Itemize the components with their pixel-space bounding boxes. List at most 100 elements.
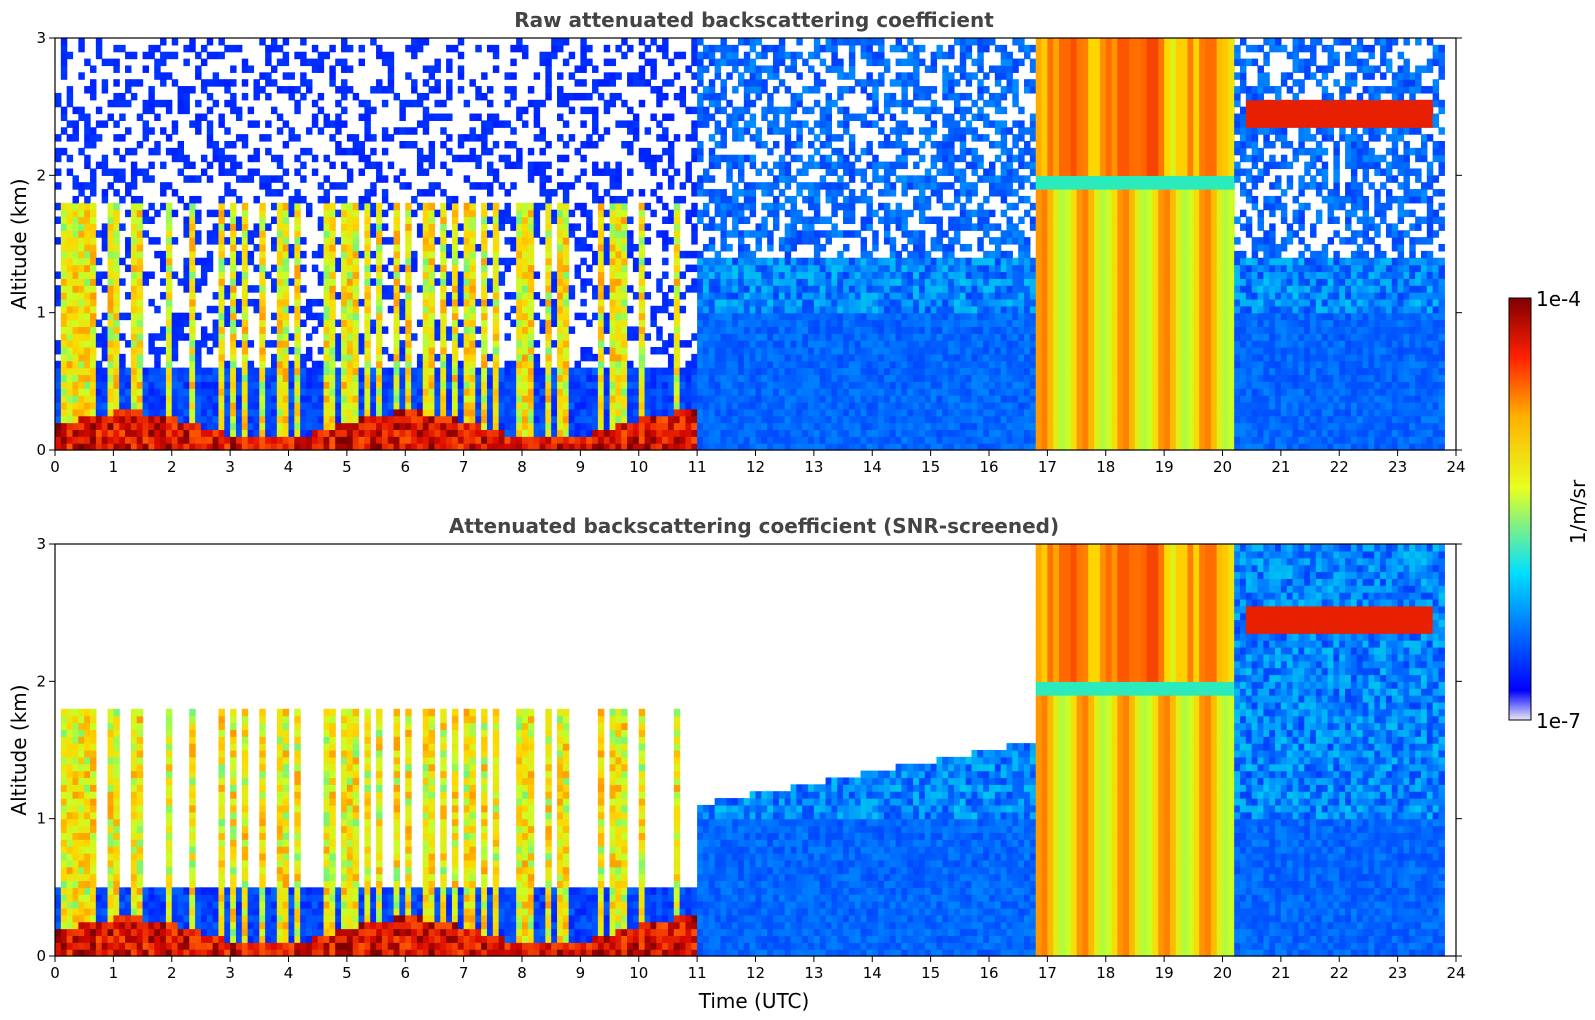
- heatmap-cell: [113, 79, 119, 86]
- heatmap-cell: [289, 196, 295, 203]
- heatmap-cell: [306, 79, 312, 86]
- heatmap-cell: [195, 347, 201, 354]
- heatmap-cell: [423, 402, 429, 409]
- heatmap-cell: [137, 409, 143, 416]
- heatmap-cell: [259, 223, 265, 230]
- heatmap-cell: [300, 72, 306, 79]
- heatmap-cell: [469, 292, 475, 299]
- heatmap-cell: [329, 72, 335, 79]
- heatmap-cell: [137, 423, 143, 430]
- heatmap-cell: [271, 381, 277, 388]
- heatmap-cell: [493, 175, 499, 182]
- heatmap-cell: [154, 210, 160, 217]
- heatmap-cell: [84, 285, 90, 292]
- heatmap-cell: [102, 388, 108, 395]
- heatmap-cell: [224, 45, 230, 52]
- heatmap-cell: [516, 409, 522, 416]
- heatmap-cell: [359, 429, 365, 436]
- heatmap-cell: [253, 409, 259, 416]
- heatmap-cell: [55, 203, 61, 210]
- heatmap-cell: [277, 429, 283, 436]
- heatmap-cell: [405, 210, 411, 217]
- heatmap-cell: [516, 244, 522, 251]
- heatmap-cell: [347, 292, 353, 299]
- heatmap-cell: [388, 72, 394, 79]
- heatmap-cell: [487, 402, 493, 409]
- heatmap-cell: [224, 155, 230, 162]
- heatmap-cell: [481, 134, 487, 141]
- heatmap-cell: [516, 223, 522, 230]
- heatmap-cell: [236, 299, 242, 306]
- heatmap-cell: [61, 271, 67, 278]
- heatmap-cell: [230, 429, 236, 436]
- heatmap-cell: [312, 388, 318, 395]
- heatmap-cell: [446, 436, 452, 443]
- heatmap-cell: [440, 354, 446, 361]
- heatmap-cell: [394, 258, 400, 265]
- heatmap-cell: [499, 416, 505, 423]
- heatmap-cell: [143, 127, 149, 134]
- heatmap-cell: [259, 436, 265, 443]
- heatmap-cell: [230, 306, 236, 313]
- heatmap-cell: [61, 114, 67, 121]
- heatmap-cell: [242, 402, 248, 409]
- heatmap-cell: [510, 141, 516, 148]
- heatmap-cell: [481, 429, 487, 436]
- heatmap-cell: [475, 155, 481, 162]
- heatmap-cell: [230, 258, 236, 265]
- heatmap-cell: [61, 354, 67, 361]
- heatmap-cell: [271, 265, 277, 272]
- heatmap-cell: [510, 409, 516, 416]
- heatmap-cell: [405, 388, 411, 395]
- heatmap-cell: [218, 409, 224, 416]
- heatmap-cell: [493, 223, 499, 230]
- heatmap-cell: [429, 361, 435, 368]
- heatmap-cell: [329, 278, 335, 285]
- heatmap-cell: [347, 265, 353, 272]
- heatmap-cell: [73, 258, 79, 265]
- heatmap-cell: [172, 436, 178, 443]
- heatmap-cell: [434, 79, 440, 86]
- heatmap-cell: [335, 333, 341, 340]
- heatmap-cell: [102, 162, 108, 169]
- heatmap-cell: [73, 217, 79, 224]
- heatmap-cell: [382, 368, 388, 375]
- heatmap-cell: [429, 416, 435, 423]
- heatmap-cell: [242, 409, 248, 416]
- heatmap-cell: [294, 409, 300, 416]
- heatmap-cell: [394, 306, 400, 313]
- heatmap-cell: [353, 326, 359, 333]
- heatmap-cell: [248, 395, 254, 402]
- heatmap-cell: [90, 313, 96, 320]
- heatmap-cell: [493, 381, 499, 388]
- heatmap-cell: [458, 388, 464, 395]
- heatmap-cell: [253, 368, 259, 375]
- heatmap-cell: [481, 333, 487, 340]
- heatmap-cell: [388, 203, 394, 210]
- heatmap-cell: [102, 244, 108, 251]
- heatmap-cell: [324, 292, 330, 299]
- heatmap-cell: [294, 416, 300, 423]
- heatmap-cell: [84, 320, 90, 327]
- heatmap-cell: [493, 285, 499, 292]
- heatmap-cell: [148, 347, 154, 354]
- heatmap-cell: [73, 402, 79, 409]
- heatmap-cell: [440, 320, 446, 327]
- heatmap-cell: [464, 361, 470, 368]
- heatmap-cell: [90, 388, 96, 395]
- heatmap-cell: [382, 292, 388, 299]
- heatmap-cell: [67, 306, 73, 313]
- heatmap-cell: [213, 381, 219, 388]
- heatmap-cell: [119, 313, 125, 320]
- heatmap-cell: [324, 271, 330, 278]
- heatmap-cell: [178, 86, 184, 93]
- heatmap-cell: [259, 278, 265, 285]
- heatmap-cell: [487, 148, 493, 155]
- heatmap-cell: [399, 381, 405, 388]
- heatmap-cell: [224, 127, 230, 134]
- heatmap-cell: [78, 271, 84, 278]
- heatmap-cell: [417, 429, 423, 436]
- heatmap-cell: [324, 388, 330, 395]
- heatmap-cell: [78, 402, 84, 409]
- heatmap-cell: [504, 203, 510, 210]
